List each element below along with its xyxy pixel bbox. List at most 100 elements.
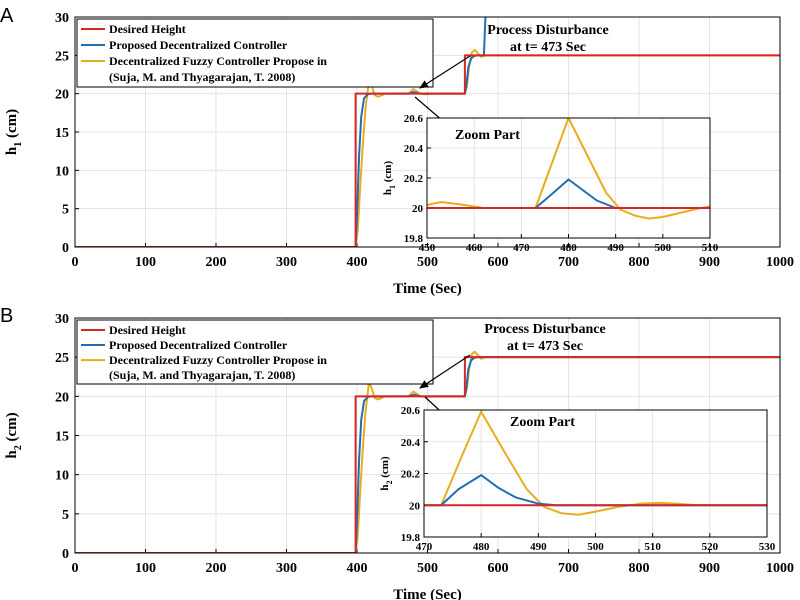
panel-A-xtick-label: 800: [629, 255, 650, 270]
panel-B-inset-ytick-label: 20.4: [401, 437, 421, 449]
panel-B-inset-frame: [423, 409, 768, 538]
panel-A-xtick-label: 400: [347, 255, 368, 270]
panel-B-inset-xtick-label: 530: [759, 541, 776, 553]
panel-A-ylabel-sub: 1: [13, 142, 24, 147]
panel-A-xlabel: Time (Sec): [393, 281, 461, 297]
panel-A-inset-xtick-label: 490: [607, 242, 624, 254]
panel-B-disturbance-arrow: [419, 354, 471, 389]
panel-A-annotation-disturbance-time: at t= 473 Sec: [510, 40, 586, 55]
panel-A-inset-ytick-label: 20.2: [404, 173, 424, 185]
panel-B-xtick-label: 900: [699, 561, 720, 576]
panel-B-inset-xtick-label: 510: [644, 541, 661, 553]
panel-A-xtick-label: 0: [72, 255, 79, 270]
panel-B-legend-box: [76, 319, 434, 385]
panel-A-inset-xtick-label: 470: [513, 242, 530, 254]
panel-A-inset: 450 460 470 480 490 500 510 19.8 20 20.2 20.4 20.6 Z…: [382, 113, 719, 254]
panel-A-inset-ylabel-main: h: [382, 189, 394, 195]
panel-B-legend-entry: (Suja, M. and Thyagarajan, T. 2008): [109, 368, 295, 382]
panel-A-xtick-label: 500: [417, 255, 438, 270]
panel-B-inset-ytick-label: 19.8: [401, 532, 421, 544]
panel-B-ylabel-sub: 2: [13, 445, 24, 450]
panel-B-xtick-label: 600: [488, 561, 509, 576]
panel-A-legend-entry: Desired Height: [109, 22, 186, 36]
panel-A-axes-frame: [74, 16, 781, 248]
panel-B-xtick-label: 700: [558, 561, 579, 576]
panel-A-inset-ylabel-unit: (cm): [382, 161, 394, 185]
panel-A-inset-xtick-label: 450: [419, 242, 436, 254]
panel-A-ytick-label: 0: [62, 241, 69, 256]
panel-A-inset-ytick-label: 20.6: [404, 113, 424, 125]
panel-B-xtick-label: 300: [276, 561, 297, 576]
panel-A-inset-ylabel: h1 (cm): [382, 161, 397, 196]
panel-B-inset-xtick-label: 490: [530, 541, 547, 553]
panel-A-legend-entry: (Suja, M. and Thyagarajan, T. 2008): [109, 70, 295, 84]
panel-A-ytick-label: 20: [55, 88, 69, 103]
panel-B-xtick-label: 100: [135, 561, 156, 576]
panel-A-xtick-label: 100: [135, 255, 156, 270]
panel-A-inset-ytick-label: 20.4: [404, 143, 424, 155]
panel-A-xtick-label: 200: [206, 255, 227, 270]
panel-A-ytick-label: 15: [55, 126, 69, 141]
panel-A-disturbance-arrow: [419, 55, 471, 89]
panel-A-inset-series-fuzzy-line: [427, 118, 710, 220]
panel-B-ytick-label: 20: [55, 390, 69, 405]
panel-A-ytick-label: 5: [62, 203, 69, 218]
panel-A-xtick-label: 1000: [766, 255, 794, 270]
panel-B-legend-entry: Proposed Decentralized Controller: [109, 338, 288, 352]
panel-A-annotation-zoom: Zoom Part: [455, 128, 520, 143]
panel-B-inset-ytick-label: 20.2: [401, 469, 421, 481]
panel-A-inset-xtick-label: 460: [466, 242, 483, 254]
panel-B-xtick-label: 1000: [766, 561, 794, 576]
panel-A-inset-ytick-label: 20: [412, 203, 424, 215]
panel-A-xtick-label: 900: [699, 255, 720, 270]
panel-A-xtick-label: 600: [488, 255, 509, 270]
panel-B-axes-frame: [74, 317, 781, 554]
panel-B-annotation-disturbance: Process Disturbance: [484, 322, 605, 337]
panel-B-xlabel: Time (Sec): [393, 587, 461, 600]
panel-A-inset-series-proposed-line: [427, 178, 710, 209]
panel-B-inset: 470 480 490 500 510 520 530 19.8 20 20.2 20.4 20.6 Z…: [379, 405, 776, 553]
panel-B-main-series-fuzzy-line: [75, 350, 780, 553]
panel-B-inset-xtick-label: 500: [587, 541, 604, 553]
panel-A-main-series-fuzzy-line: [75, 48, 780, 247]
panel-B-legend-entry: Decentralized Fuzzy Controller Propose i…: [109, 353, 327, 367]
panel-B-legend-entry: Desired Height: [109, 323, 186, 337]
panel-B-ytick-label: 5: [62, 508, 69, 523]
panel-A-legend-box: [76, 18, 434, 88]
panel-A-inset-xtick-label: 500: [655, 242, 672, 254]
panel-B-ylabel: h2 (cm): [4, 412, 24, 458]
panel-B-xtick-label: 400: [347, 561, 368, 576]
panel-B-ytick-label: 10: [55, 469, 69, 484]
panel-B-inset-ylabel-main: h: [379, 485, 391, 491]
panel-B-annotation-zoom: Zoom Part: [510, 415, 575, 430]
panel-B-ylabel-unit: (cm): [4, 412, 20, 445]
panel-B-xtick-label: 200: [206, 561, 227, 576]
panel-B-inset-ylabel-unit: (cm): [379, 456, 391, 480]
panel-A-ytick-label: 10: [55, 164, 69, 179]
panel-B-inset-ytick-label: 20: [409, 500, 421, 512]
chart-panel-B: B0 100 200 300 400 500 600 700 800 900 10000510152…: [0, 305, 794, 600]
panel-B-inset-xtick-label: 470: [416, 541, 433, 553]
panel-B-inset-series-fuzzy-line: [424, 410, 767, 516]
panel-B-xtick-label: 800: [629, 561, 650, 576]
panel-B-ytick-label: 25: [55, 351, 69, 366]
panel-A-main-series-desired-line: [75, 54, 780, 247]
panel-B-inset-ylabel-sub: 2: [385, 481, 394, 485]
panel-A-label: A: [0, 5, 14, 27]
chart-panel-A: A0 100 200 300 400 500 600 700 800 900 10000510152…: [0, 5, 794, 297]
panel-B-inset-ylabel: h2 (cm): [379, 456, 394, 491]
panel-A-annotation-disturbance: Process Disturbance: [487, 23, 608, 38]
panel-B-ytick-label: 30: [55, 312, 69, 327]
panel-B-main-series-desired-line: [75, 356, 780, 553]
panel-A-inset-xtick-label: 480: [560, 242, 577, 254]
panel-B-annotation-disturbance-time: at t= 473 Sec: [507, 339, 583, 354]
panel-B-ylabel-main: h: [4, 450, 20, 459]
panel-A-inset-xtick-label: 510: [702, 242, 719, 254]
panel-A-ylabel-unit: (cm): [4, 109, 20, 142]
panel-A-inset-frame: [426, 117, 711, 239]
panel-A-ytick-label: 30: [55, 11, 69, 26]
panel-A-inset-ytick-label: 19.8: [404, 233, 424, 245]
panel-B-ytick-label: 0: [62, 547, 69, 562]
panel-A-ylabel: h1 (cm): [4, 109, 24, 155]
